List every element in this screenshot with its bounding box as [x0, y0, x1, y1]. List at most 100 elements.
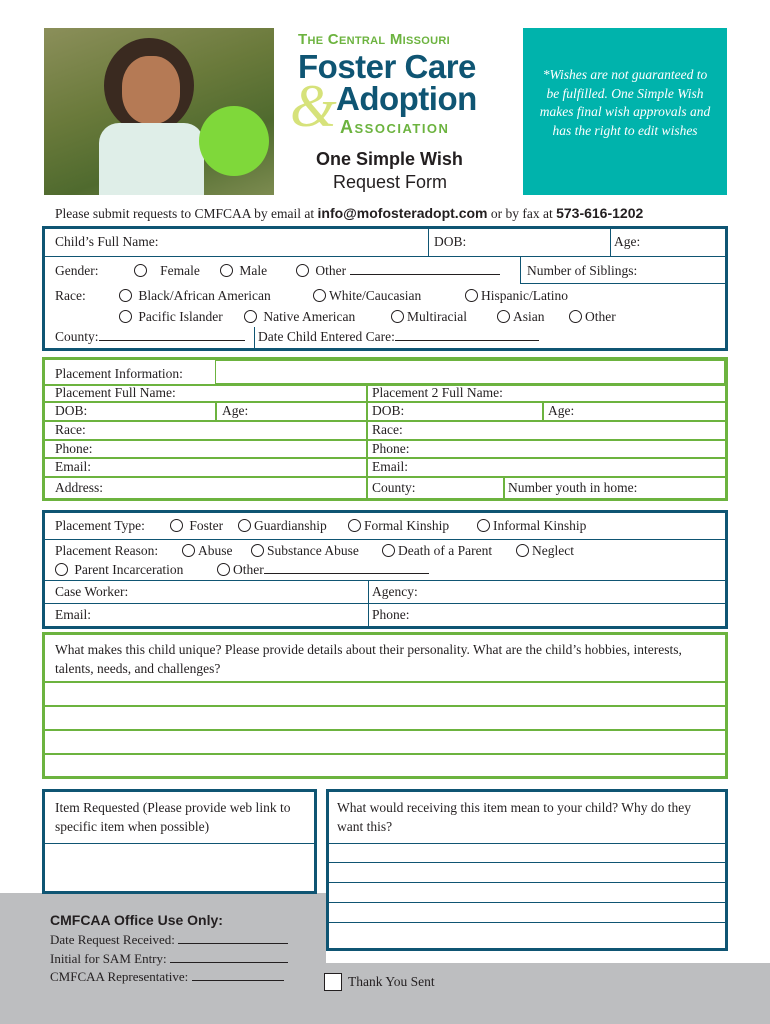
radio-icon[interactable] — [465, 289, 478, 302]
label: Multiracial — [407, 309, 467, 324]
label: Substance Abuse — [267, 543, 359, 558]
radio-icon[interactable] — [220, 264, 233, 277]
placement2-email-field[interactable]: Email: — [372, 459, 408, 474]
reason-other[interactable]: Other — [217, 562, 429, 578]
placement-race-field[interactable]: Race: — [55, 422, 86, 437]
race-multiracial[interactable]: Multiracial — [391, 309, 467, 325]
date-entered-field[interactable]: Date Child Entered Care: — [258, 329, 539, 345]
item-requested-box[interactable] — [42, 789, 317, 894]
radio-icon[interactable] — [251, 544, 264, 557]
reason-incarceration[interactable]: Parent Incarceration — [55, 562, 183, 578]
submit-line: Please submit requests to CMFCAA by emai… — [55, 205, 643, 222]
gender-female[interactable]: Female — [134, 263, 200, 279]
radio-icon[interactable] — [348, 519, 361, 532]
label: White/Caucasian — [329, 288, 422, 303]
label: Neglect — [532, 543, 574, 558]
child-name-field[interactable]: Child’s Full Name: — [55, 234, 159, 249]
item-requested-label: Item Requested (Please provide web link … — [55, 800, 291, 834]
placement2-phone-field[interactable]: Phone: — [372, 441, 410, 456]
case-phone-field[interactable]: Phone: — [372, 607, 410, 622]
placement-section — [42, 357, 728, 501]
placement2-name-field[interactable]: Placement 2 Full Name: — [372, 385, 503, 400]
gender-label: Gender: — [55, 263, 99, 278]
radio-icon[interactable] — [569, 310, 582, 323]
thank-you-checkbox[interactable] — [324, 973, 342, 991]
race-white[interactable]: White/Caucasian — [313, 288, 421, 304]
office-title: CMFCAA Office Use Only: — [50, 912, 223, 928]
label: Hispanic/Latino — [481, 288, 568, 303]
radio-icon[interactable] — [134, 264, 147, 277]
county-field[interactable]: County: — [55, 329, 245, 345]
type-guardianship[interactable]: Guardianship — [238, 518, 327, 534]
type-foster[interactable]: Foster — [170, 518, 223, 534]
date-received-field[interactable]: Date Request Received: — [50, 932, 289, 948]
item-meaning-box[interactable] — [326, 789, 728, 951]
radio-icon[interactable] — [119, 289, 132, 302]
radio-icon[interactable] — [244, 310, 257, 323]
placement2-dob-field[interactable]: DOB: — [372, 403, 405, 418]
race-hispanic[interactable]: Hispanic/Latino — [465, 288, 568, 304]
radio-icon[interactable] — [182, 544, 195, 557]
radio-icon[interactable] — [119, 310, 132, 323]
radio-icon[interactable] — [217, 563, 230, 576]
label: Guardianship — [254, 518, 327, 533]
placement-reason-label: Placement Reason: — [55, 543, 159, 558]
placement-phone-field[interactable]: Phone: — [55, 441, 93, 456]
agency-field[interactable]: Agency: — [372, 584, 418, 599]
race-pacific[interactable]: Pacific Islander — [119, 309, 223, 325]
radio-icon[interactable] — [170, 519, 183, 532]
child-photo — [44, 28, 274, 195]
label: Death of a Parent — [398, 543, 493, 558]
type-informal-kinship[interactable]: Informal Kinship — [477, 518, 586, 534]
radio-icon[interactable] — [313, 289, 326, 302]
radio-icon[interactable] — [391, 310, 404, 323]
unique-question: What makes this child unique? Please pro… — [55, 642, 682, 676]
placement-info-label: Placement Information: — [55, 366, 183, 381]
label: Formal Kinship — [364, 518, 450, 533]
radio-icon[interactable] — [497, 310, 510, 323]
race-label: Race: — [55, 288, 86, 303]
radio-icon[interactable] — [382, 544, 395, 557]
reason-death[interactable]: Death of a Parent — [382, 543, 492, 559]
placement-address-field[interactable]: Address: — [55, 480, 103, 495]
case-email-field[interactable]: Email: — [55, 607, 91, 622]
initial-sam-field[interactable]: Initial for SAM Entry: — [50, 951, 288, 967]
child-dob-field[interactable]: DOB: — [434, 234, 467, 249]
label: Male — [239, 263, 268, 278]
radio-icon[interactable] — [477, 519, 490, 532]
unique-section[interactable] — [42, 632, 728, 779]
placement-dob-field[interactable]: DOB: — [55, 403, 88, 418]
radio-icon[interactable] — [516, 544, 529, 557]
office-bg-bottom — [0, 963, 770, 1024]
label: Parent Incarceration — [74, 562, 184, 577]
case-worker-field[interactable]: Case Worker: — [55, 584, 129, 599]
race-native[interactable]: Native American — [244, 309, 355, 325]
placement-info-input[interactable] — [215, 360, 725, 384]
type-formal-kinship[interactable]: Formal Kinship — [348, 518, 449, 534]
rep-field[interactable]: CMFCAA Representative: — [50, 969, 284, 985]
reason-neglect[interactable]: Neglect — [516, 543, 574, 559]
reason-substance[interactable]: Substance Abuse — [251, 543, 359, 559]
placement-age-field[interactable]: Age: — [222, 403, 249, 418]
label: County: — [55, 329, 99, 344]
radio-icon[interactable] — [55, 563, 68, 576]
youth-in-home-field[interactable]: Number youth in home: — [508, 480, 638, 495]
siblings-field[interactable]: Number of Siblings: — [527, 263, 638, 278]
org-line1: The Central Missouri — [298, 31, 450, 48]
placement-email-field[interactable]: Email: — [55, 459, 91, 474]
placement2-race-field[interactable]: Race: — [372, 422, 403, 437]
placement2-age-field[interactable]: Age: — [548, 403, 575, 418]
label: Female — [160, 263, 200, 278]
reason-abuse[interactable]: Abuse — [182, 543, 233, 559]
race-asian[interactable]: Asian — [497, 309, 545, 325]
radio-icon[interactable] — [296, 264, 309, 277]
email-link[interactable]: info@mofosteradopt.com — [317, 205, 488, 221]
race-other[interactable]: Other — [569, 309, 616, 325]
child-age-field[interactable]: Age: — [614, 234, 641, 249]
race-black[interactable]: Black/African American — [119, 288, 271, 304]
gender-other[interactable]: Other — [296, 263, 500, 279]
gender-male[interactable]: Male — [220, 263, 267, 279]
radio-icon[interactable] — [238, 519, 251, 532]
placement-county-field[interactable]: County: — [372, 480, 416, 495]
placement-name-field[interactable]: Placement Full Name: — [55, 385, 176, 400]
